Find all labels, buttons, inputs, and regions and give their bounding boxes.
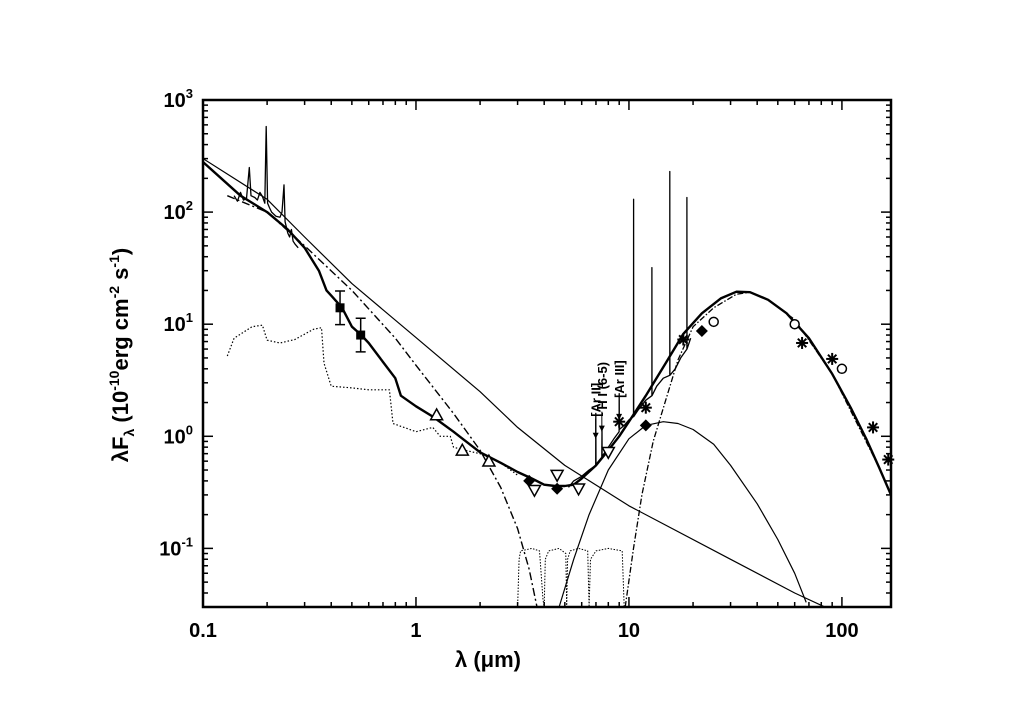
x-tick-labels: 0.1 1 10 100 xyxy=(189,620,859,642)
triangles-down-marker xyxy=(549,469,565,483)
curve-cold-dust xyxy=(624,291,891,607)
triangles-up-marker xyxy=(481,453,497,467)
curve-ir-spectrum xyxy=(567,170,692,488)
circle-marker xyxy=(708,316,719,328)
data-markers xyxy=(335,290,895,498)
triangles-down-marker xyxy=(527,484,542,498)
triangles-down-marker xyxy=(571,483,586,497)
curve-power-law xyxy=(203,158,827,607)
y-tick-label: 10-1 xyxy=(159,534,193,560)
annotation-arrowhead xyxy=(592,432,599,439)
x-tick-label: 10 xyxy=(618,620,640,642)
model-curves xyxy=(203,125,891,607)
asterisk-marker xyxy=(677,333,690,346)
plot-frame xyxy=(201,98,893,609)
curve-warm-dust xyxy=(558,421,807,607)
asterisk-stroke xyxy=(678,334,689,345)
diamond-marker xyxy=(639,419,652,432)
square-marker xyxy=(335,303,345,313)
x-axis-title: λ (μm) xyxy=(455,647,521,672)
asterisk-stroke xyxy=(640,402,651,413)
annotation-arrowhead xyxy=(598,425,605,432)
y-tick-label: 102 xyxy=(164,198,193,224)
diamond-marker xyxy=(523,474,536,487)
asterisk-stroke xyxy=(827,353,838,364)
asterisk-marker xyxy=(882,453,895,466)
asterisk-marker xyxy=(826,352,839,365)
y-tick-label: 103 xyxy=(164,86,193,112)
annotation-label: [Ar III] xyxy=(612,360,627,398)
curve-dotted-stellar xyxy=(226,324,518,476)
curve-total-model xyxy=(203,161,891,496)
curve-dash-dot-stellar xyxy=(227,195,538,607)
diamond-marker xyxy=(695,324,708,337)
asterisk-stroke xyxy=(868,422,878,433)
asterisk-stroke xyxy=(614,416,625,427)
y-axis-title: λFλ (10-10erg cm-2 s-1) xyxy=(106,248,137,462)
square-marker xyxy=(356,330,366,340)
y-tick-labels: 10-1 100 101 102 103 xyxy=(159,86,193,560)
triangles-down-marker xyxy=(601,446,616,460)
annotation-label: [Ar II] xyxy=(589,383,604,417)
x-tick-label: 100 xyxy=(825,620,858,642)
x-tick-label: 1 xyxy=(410,620,421,642)
triangles-up-marker xyxy=(455,442,470,456)
y-tick-label: 100 xyxy=(164,422,193,448)
curve-filter-curves xyxy=(517,547,625,607)
triangles-up-marker xyxy=(429,407,444,421)
y-tick-label: 101 xyxy=(164,310,193,336)
circle-marker xyxy=(836,363,848,375)
annotation-label: H I (6-5) xyxy=(595,362,610,410)
asterisk-marker xyxy=(639,401,652,414)
asterisk-marker xyxy=(796,336,809,349)
asterisk-marker xyxy=(867,421,880,434)
diamond-marker xyxy=(551,482,564,495)
annotation-arrowhead xyxy=(616,413,623,420)
x-tick-label: 0.1 xyxy=(189,620,217,642)
curve-uv-spectrum xyxy=(233,125,299,249)
asterisk-stroke xyxy=(797,338,808,348)
axis-ticks xyxy=(202,100,891,608)
circle-marker xyxy=(789,318,800,330)
line-annotations: [Ar II]H I (6-5) [Ar III] xyxy=(589,360,627,439)
